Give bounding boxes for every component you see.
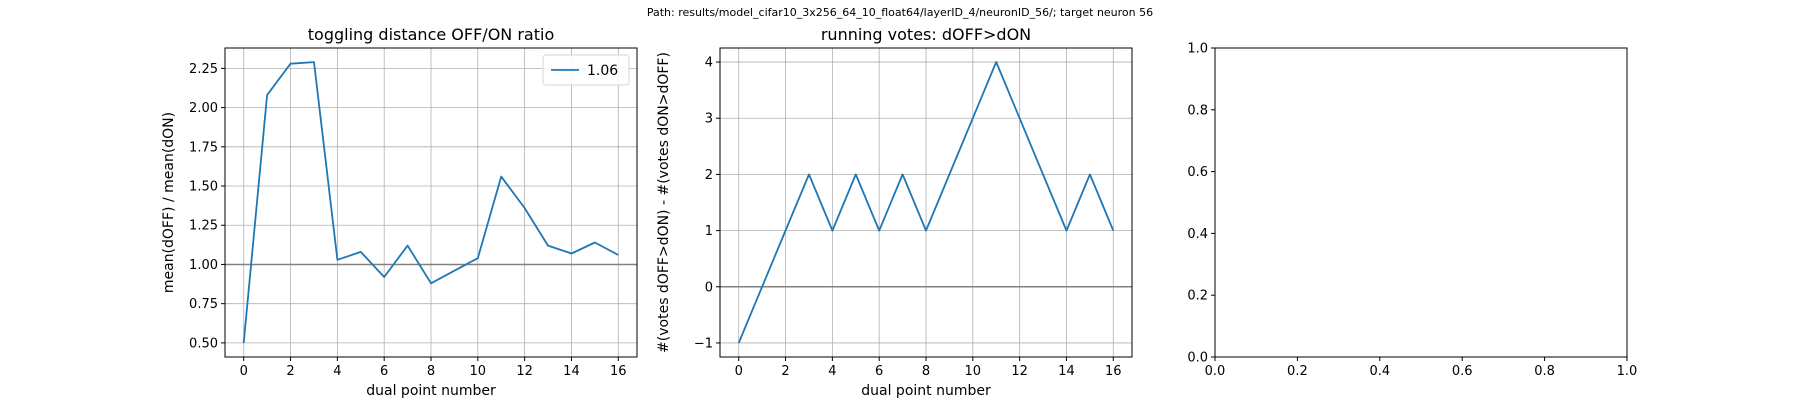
- x-tick-label: 2: [286, 364, 294, 379]
- y-tick-label: 1.25: [189, 219, 218, 234]
- x-axis-label: dual point number: [366, 383, 496, 399]
- x-tick-label: 8: [922, 364, 930, 379]
- y-axis-label: #(votes dOFF>dON) - #(votes dON>dOFF): [656, 52, 672, 353]
- y-tick-label: 1.75: [189, 140, 218, 155]
- x-tick-label: 12: [516, 364, 533, 379]
- y-tick-label: 0: [705, 280, 713, 295]
- y-axis-label: mean(dOFF) / mean(dON): [161, 112, 177, 293]
- series-line-1: [737, 61, 1115, 344]
- x-tick-label: 4: [333, 364, 341, 379]
- x-tick-label: 0.8: [1534, 364, 1555, 379]
- y-tick-label: 0.8: [1187, 103, 1208, 118]
- y-tick-label: 2.25: [189, 62, 218, 77]
- y-tick-label: 0.4: [1187, 227, 1208, 242]
- x-tick-label: 0: [240, 364, 248, 379]
- x-tick-label: 10: [470, 364, 487, 379]
- y-tick-label: 2: [705, 168, 713, 183]
- figure-suptitle: Path: results/model_cifar10_3x256_64_10_…: [646, 6, 1154, 19]
- y-tick-label: 0.75: [189, 297, 218, 312]
- y-tick-label: 1.50: [189, 180, 218, 195]
- x-tick-label: 8: [427, 364, 435, 379]
- y-tick-label: 1.0: [1187, 42, 1208, 57]
- series-line-1: [242, 61, 619, 343]
- legend-box: [542, 54, 630, 86]
- y-tick-label: 4: [705, 56, 713, 71]
- x-tick-label: 1.0: [1617, 364, 1638, 379]
- y-tick-label: −1: [694, 336, 713, 351]
- x-tick-label: 2: [781, 364, 789, 379]
- y-tick-label: 3: [705, 112, 713, 127]
- x-tick-label: 6: [380, 364, 388, 379]
- x-axis-label: dual point number: [861, 383, 991, 399]
- x-tick-label: 14: [563, 364, 580, 379]
- legend-label: 1.06: [587, 63, 618, 79]
- axes-frame: [1214, 47, 1628, 358]
- y-tick-label: 0.0: [1187, 351, 1208, 366]
- y-tick-label: 2.00: [189, 101, 218, 116]
- y-tick-label: 0.6: [1187, 165, 1208, 180]
- chart-title: running votes: dOFF>dON: [821, 25, 1031, 44]
- y-tick-label: 0.2: [1187, 289, 1208, 304]
- x-tick-label: 0: [735, 364, 743, 379]
- y-tick-label: 1.00: [189, 258, 218, 273]
- x-tick-label: 4: [828, 364, 836, 379]
- y-tick-label: 0.50: [189, 336, 218, 351]
- x-tick-label: 0.6: [1452, 364, 1473, 379]
- y-tick-label: 1: [705, 224, 713, 239]
- legend: 1.06: [542, 54, 630, 86]
- x-tick-label: 0.0: [1205, 364, 1226, 379]
- x-tick-label: 16: [610, 364, 627, 379]
- x-tick-label: 0.4: [1369, 364, 1390, 379]
- chart-panel-3: 0.0 0.2 0.4 0.6 0.8 1.0 0.0 0.2 0.4 0.6 0.8 1.0: [1187, 42, 1637, 380]
- chart-panel-1: 0 2 4 6 8 10 12 14 16 0.50 0.75 1.00 1.25 1.50 1.75 2.0…: [161, 25, 638, 399]
- x-tick-label: 14: [1058, 364, 1075, 379]
- x-tick-label: 6: [875, 364, 883, 379]
- chart-title: toggling distance OFF/ON ratio: [308, 25, 554, 44]
- x-tick-label: 0.2: [1287, 364, 1308, 379]
- x-tick-label: 10: [965, 364, 982, 379]
- x-tick-label: 16: [1105, 364, 1122, 379]
- x-tick-label: 12: [1011, 364, 1028, 379]
